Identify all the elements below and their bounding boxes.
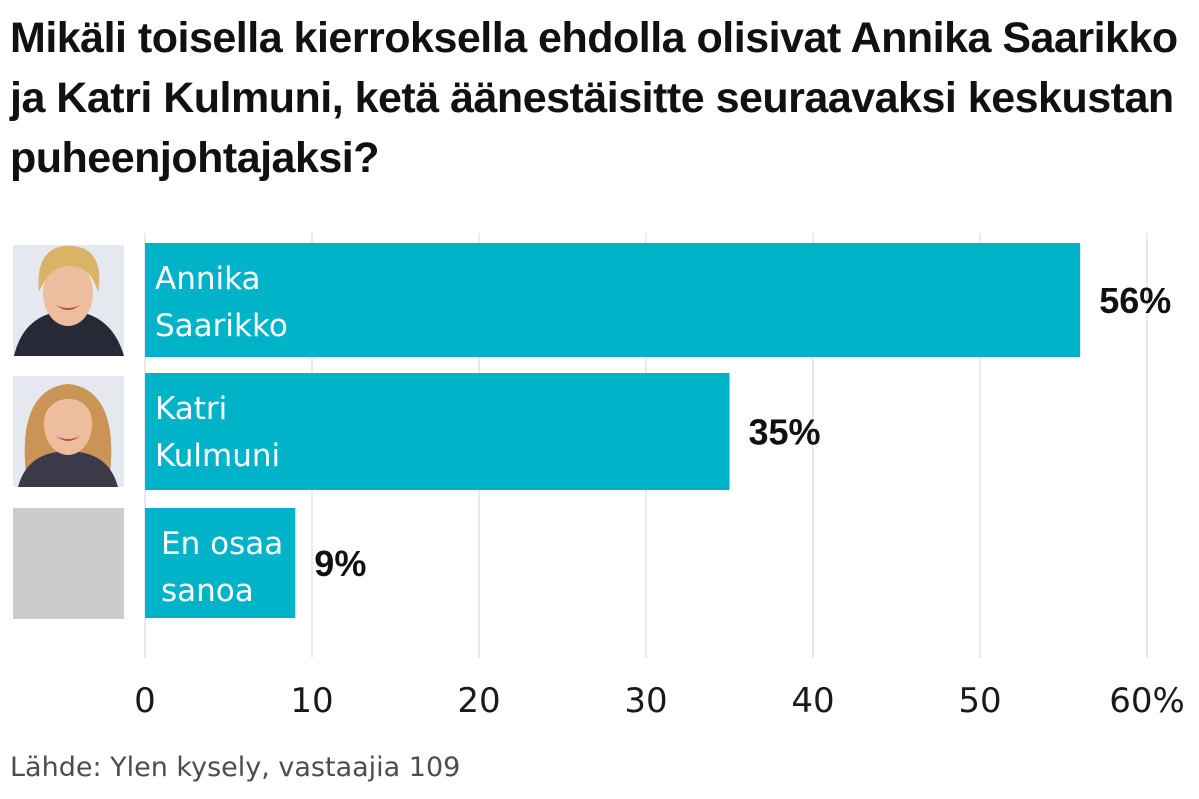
x-tick-label: 40 <box>791 681 834 721</box>
x-tick-label: 10 <box>290 681 333 721</box>
chart-title: Mikäli toisella kierroksella ehdolla oli… <box>10 14 1178 182</box>
source-note: Lähde: Ylen kysely, vastaajia 109 <box>10 752 461 783</box>
x-tick-label: 20 <box>457 681 500 721</box>
x-axis: 0 10 20 30 40 50 60% <box>134 681 1185 721</box>
bar-category-label: sanoa <box>161 573 254 609</box>
x-tick-label: 50 <box>958 681 1001 721</box>
bar-category-label: Kulmuni <box>155 438 280 474</box>
avatar-annika-saarikko <box>13 245 124 356</box>
x-tick-label: 0 <box>134 681 156 721</box>
bar-category-label: Katri <box>155 391 227 427</box>
bar <box>145 508 296 618</box>
value-label: 35% <box>749 412 821 453</box>
value-label: 9% <box>314 543 366 584</box>
bar-category-label: Saarikko <box>155 308 288 344</box>
bar <box>145 243 1081 357</box>
value-label: 56% <box>1099 280 1171 321</box>
bar <box>145 373 730 490</box>
x-tick-label: 30 <box>624 681 667 721</box>
avatar-katri-kulmuni <box>13 376 124 487</box>
placeholder-tile <box>13 508 124 619</box>
x-tick-label: 60% <box>1109 681 1185 721</box>
candidate-photos <box>13 245 124 619</box>
bar-category-label: Annika <box>155 261 261 297</box>
bar-category-label: En osaa <box>161 526 283 562</box>
labels: Annika Saarikko 56% Katri Kulmuni 35% En osaa s… <box>155 261 1171 609</box>
bars <box>145 243 1081 618</box>
